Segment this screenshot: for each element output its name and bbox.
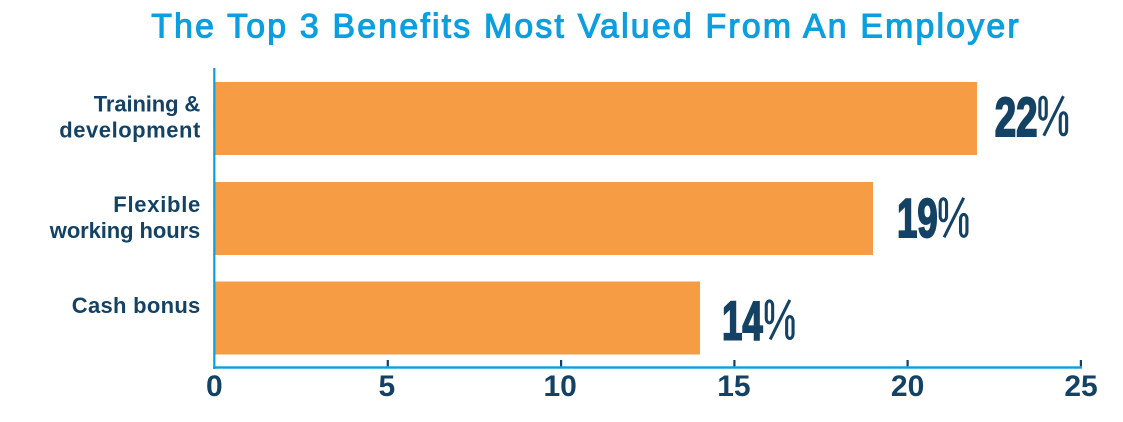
svg-text:15: 15 (717, 370, 750, 403)
svg-text:Training &: Training & (94, 91, 201, 116)
svg-text:10: 10 (544, 370, 577, 403)
svg-text:Flexible: Flexible (113, 192, 200, 217)
svg-text:22: 22 (995, 87, 1038, 148)
svg-text:25: 25 (1064, 370, 1097, 403)
svg-text:development: development (59, 117, 201, 142)
svg-text:0: 0 (206, 370, 223, 403)
svg-text:working hours: working hours (49, 218, 200, 243)
svg-text:Cash bonus: Cash bonus (72, 293, 200, 318)
svg-text:The Top 3 Benefits Most Valued: The Top 3 Benefits Most Valued From An E… (151, 8, 1018, 46)
svg-text:20: 20 (891, 370, 924, 403)
svg-text:19: 19 (897, 188, 938, 249)
svg-text:5: 5 (378, 370, 395, 403)
svg-text:14: 14 (722, 290, 763, 351)
